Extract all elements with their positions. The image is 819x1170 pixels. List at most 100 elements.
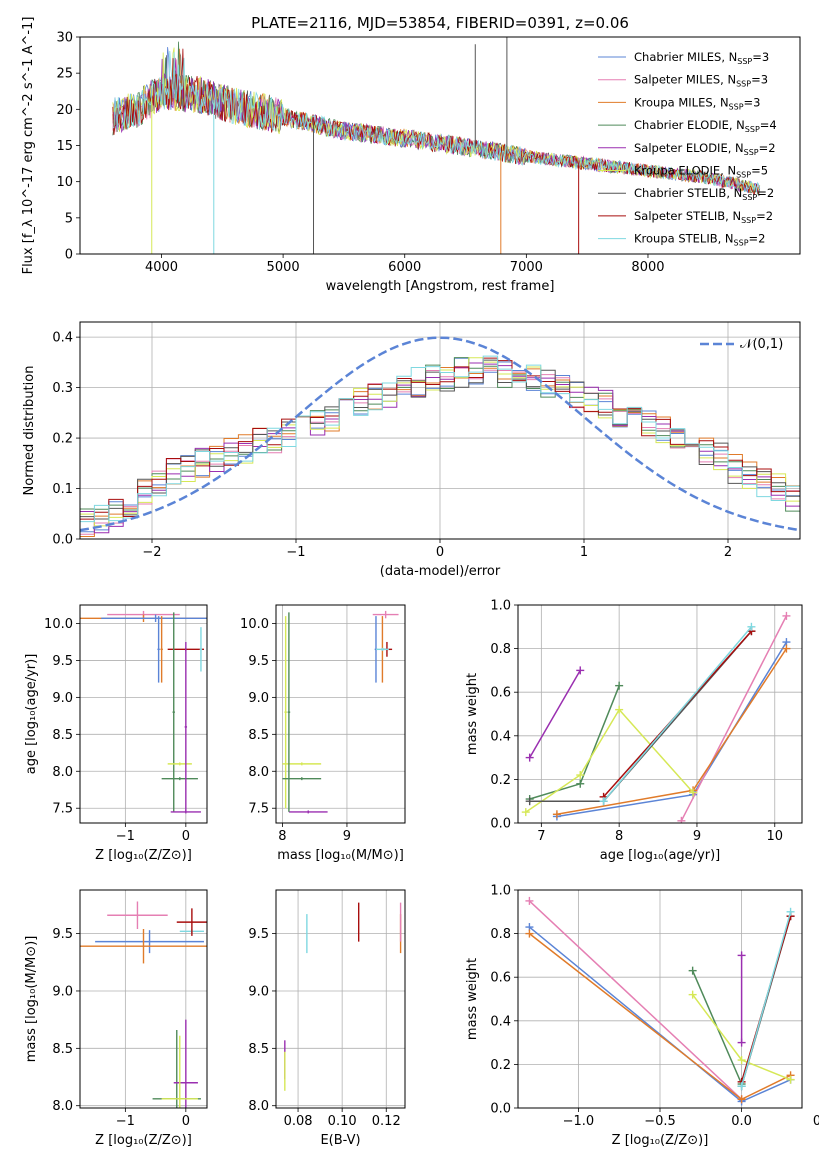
panel-age-vs-Z: −1 0 7.5 8.0 8.5 9.0 9.5 10.0 Z [log₁₀(Z/Z⊙)] age… — [24, 604, 208, 863]
y-tick-label: 9.5 — [52, 654, 73, 669]
y-tick-label: 8.0 — [248, 765, 269, 780]
y-tick-label: 0.4 — [490, 729, 511, 744]
y-tick-label: 1.0 — [490, 599, 511, 614]
weight-line — [556, 648, 788, 816]
x-tick-label: 0.12 — [372, 1114, 401, 1129]
weight-line — [740, 911, 792, 1087]
x-tick-label: 0 — [436, 545, 444, 560]
y-axis-label: mass [log₁₀(M/M⊙)] — [24, 936, 39, 1063]
y-tick-label: 10.0 — [240, 617, 269, 632]
x-tick-label: −2 — [142, 545, 161, 560]
y-tick-label: 0.2 — [490, 1058, 511, 1073]
y-axis-label: Flux [f_λ 10^-17 erg cm^-2 s^-1 A^-1] — [21, 17, 36, 275]
axes-frame — [275, 604, 406, 824]
x-axis-label: Z [log₁₀(Z/Z⊙)] — [95, 1133, 192, 1148]
x-axis-label: wavelength [Angstrom, rest frame] — [326, 279, 555, 294]
x-tick-label: 7 — [537, 829, 545, 844]
y-tick-label: 0.8 — [490, 927, 511, 942]
x-tick-label: 8 — [615, 829, 623, 844]
x-tick-label: 0.5 — [813, 1114, 819, 1129]
y-tick-label: 0.8 — [490, 642, 511, 657]
x-tick-label: 0.0 — [731, 1114, 752, 1129]
y-tick-label: 5 — [65, 211, 73, 226]
y-tick-label: 9.0 — [52, 984, 73, 999]
y-tick-label: 0.6 — [490, 971, 511, 986]
legend-entry: 𝒩(0,1) — [740, 337, 783, 352]
y-tick-label: 0.3 — [52, 381, 73, 396]
y-tick-label: 8.5 — [248, 728, 269, 743]
x-tick-label: −0.5 — [644, 1114, 676, 1129]
plot-area — [284, 902, 402, 1091]
x-tick-label: −1 — [116, 1114, 135, 1129]
y-tick-label: 0.0 — [490, 817, 511, 832]
plot-area — [112, 37, 761, 254]
y-tick-label: 15 — [56, 139, 73, 154]
x-tick-label: 0.10 — [328, 1114, 357, 1129]
weight-line — [529, 685, 620, 800]
y-tick-label: 10.0 — [44, 617, 73, 632]
y-tick-label: 0.0 — [52, 533, 73, 548]
plot-area — [282, 610, 399, 814]
y-axis-label: Normed distribution — [22, 366, 37, 496]
panel-residuals: −2 −1 0 1 2 0.0 0.1 0.2 0.3 0.4 (data-model)/error… — [22, 321, 801, 579]
x-tick-label: 9 — [343, 829, 351, 844]
legend-entry: Salpeter STELIB, NSSP=2 — [634, 209, 773, 225]
y-tick-label: 8.0 — [52, 1099, 73, 1114]
panel-spectrum: 4000 5000 6000 7000 8000 0 5 10 15 20 25 30 waveleng… — [21, 17, 801, 294]
legend-entry: Chabrier ELODIE, NSSP=4 — [634, 118, 777, 134]
legend-entry: Kroupa MILES, NSSP=3 — [634, 95, 760, 111]
x-tick-label: 0.08 — [284, 1114, 313, 1129]
y-tick-label: 7.5 — [52, 802, 73, 817]
y-tick-label: 9.0 — [248, 691, 269, 706]
y-tick-label: 0 — [65, 248, 73, 263]
figure-title: PLATE=2116, MJD=53854, FIBERID=0391, z=0… — [251, 14, 629, 32]
y-tick-label: 9.0 — [248, 984, 269, 999]
y-tick-label: 9.5 — [248, 927, 269, 942]
plot-area — [80, 901, 207, 1108]
legend-entry: Kroupa STELIB, NSSP=2 — [634, 232, 765, 248]
plot-area — [80, 610, 207, 814]
legend-entry: Salpeter ELODIE, NSSP=2 — [634, 141, 776, 157]
x-tick-label: −1 — [286, 545, 305, 560]
weight-line — [603, 626, 752, 802]
legend-entry: Chabrier STELIB, NSSP=2 — [634, 186, 774, 202]
y-tick-label: 0.2 — [52, 432, 73, 447]
x-tick-label: 5000 — [267, 260, 300, 275]
panel-mass-vs-Z: −1 0 8.0 8.5 9.0 9.5 Z [log₁₀(Z/Z⊙)] mass [log₁… — [24, 889, 208, 1148]
weight-line — [556, 641, 788, 818]
x-tick-label: −1.0 — [563, 1114, 595, 1129]
y-tick-label: 9.5 — [52, 927, 73, 942]
spectrum-line — [112, 50, 761, 193]
y-tick-label: 0.2 — [490, 773, 511, 788]
y-tick-label: 0.4 — [52, 331, 73, 346]
x-axis-label: (data-model)/error — [380, 564, 501, 579]
y-tick-label: 30 — [56, 31, 73, 46]
weight-line — [528, 900, 743, 1100]
x-tick-label: 0 — [182, 1114, 190, 1129]
x-axis-label: E(B-V) — [320, 1133, 360, 1148]
x-tick-label: 8 — [278, 829, 286, 844]
y-tick-label: 20 — [56, 103, 73, 118]
x-tick-label: 1 — [580, 545, 588, 560]
axes-frame — [79, 889, 208, 1109]
y-tick-label: 10 — [56, 175, 73, 190]
y-tick-label: 7.5 — [248, 802, 269, 817]
panel-age-vs-mass: 8 9 7.5 8.0 8.5 9.0 9.5 10.0 mass [log₁₀(M/M⊙)] — [240, 604, 406, 863]
legend-entry: Kroupa ELODIE, NSSP=5 — [634, 164, 768, 180]
legend-entry: Chabrier MILES, NSSP=3 — [634, 50, 769, 66]
x-tick-label: 4000 — [145, 260, 178, 275]
panel-mass-vs-ebv: 0.08 0.10 0.12 8.0 8.5 9.0 9.5 E(B-V) — [248, 889, 406, 1148]
y-tick-label: 8.5 — [52, 728, 73, 743]
x-tick-label: 2 — [724, 545, 732, 560]
y-tick-label: 0.0 — [490, 1102, 511, 1117]
weight-line — [525, 708, 694, 813]
y-tick-label: 0.1 — [52, 482, 73, 497]
x-axis-label: Z [log₁₀(Z/Z⊙)] — [612, 1133, 709, 1148]
axes-frame — [79, 604, 208, 824]
y-tick-label: 8.5 — [52, 1042, 73, 1057]
panels: 4000 5000 6000 7000 8000051015202530waveleng… — [21, 17, 819, 1148]
histogram-series — [80, 355, 800, 539]
x-tick-label: 10 — [766, 829, 783, 844]
x-axis-label: age [log₁₀(age/yr)] — [600, 848, 721, 863]
x-axis-label: mass [log₁₀(M/M⊙)] — [277, 848, 404, 863]
